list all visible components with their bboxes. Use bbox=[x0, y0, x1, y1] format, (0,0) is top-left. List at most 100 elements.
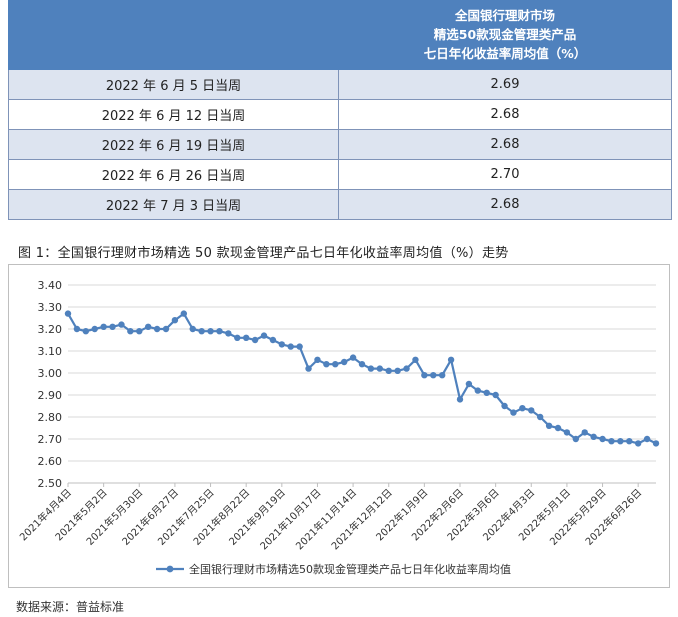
table-row: 2022 年 6 月 12 日当周 2.68 bbox=[8, 99, 672, 130]
data-point bbox=[545, 422, 553, 429]
data-point bbox=[216, 328, 223, 335]
y-tick-label: 2.60 bbox=[38, 455, 63, 468]
data-point bbox=[634, 440, 642, 447]
table-cell-week: 2022 年 6 月 12 日当周 bbox=[8, 99, 339, 130]
legend-label: 全国银行理财市场精选50款现金管理类产品七日年化收益率周均值 bbox=[189, 562, 511, 576]
x-tick-label: 2021年12月12日 bbox=[328, 486, 394, 552]
data-point bbox=[296, 343, 303, 350]
weekly-yield-table: 全国银行理财市场 精选50款现金管理类产品 七日年化收益率周均值（%） 2022… bbox=[8, 0, 672, 220]
data-point bbox=[91, 325, 98, 333]
data-point bbox=[519, 405, 526, 412]
data-point bbox=[100, 323, 107, 330]
y-tick-label: 3.00 bbox=[38, 367, 63, 380]
legend-marker bbox=[166, 565, 174, 573]
data-point bbox=[287, 343, 294, 350]
table-header-line: 全国银行理财市场 bbox=[454, 7, 555, 23]
table-cell-value: 2.68 bbox=[338, 129, 672, 160]
data-point bbox=[332, 361, 339, 368]
data-point bbox=[153, 325, 161, 333]
data-point bbox=[474, 387, 482, 394]
data-point bbox=[171, 317, 179, 324]
data-point bbox=[652, 440, 660, 447]
data-point bbox=[465, 380, 473, 388]
data-point bbox=[234, 334, 241, 341]
yield-table-block: 全国银行理财市场 精选50款现金管理类产品 七日年化收益率周均值（%） 2022… bbox=[8, 0, 672, 220]
table-row: 2022 年 6 月 19 日当周 2.68 bbox=[8, 129, 672, 160]
data-point bbox=[492, 391, 499, 399]
data-point bbox=[626, 438, 633, 445]
data-point bbox=[162, 325, 170, 333]
data-point bbox=[278, 341, 286, 348]
data-point bbox=[109, 323, 116, 330]
table-header-line: 七日年化收益率周均值（%） bbox=[423, 45, 587, 61]
data-point bbox=[385, 367, 392, 374]
data-point bbox=[599, 435, 606, 443]
data-point bbox=[189, 325, 196, 333]
data-point bbox=[367, 365, 375, 372]
table-header-line: 精选50款现金管理类产品 bbox=[433, 26, 577, 42]
y-tick-label: 3.40 bbox=[38, 279, 63, 292]
data-point bbox=[510, 409, 517, 416]
y-tick-label: 3.10 bbox=[38, 345, 63, 358]
data-point bbox=[376, 365, 384, 372]
data-point bbox=[590, 433, 597, 440]
y-tick-label: 3.30 bbox=[38, 301, 63, 314]
data-point bbox=[82, 328, 90, 335]
data-point bbox=[242, 334, 250, 341]
data-point bbox=[394, 367, 401, 374]
table-row: 2022 年 7 月 3 日当周 2.68 bbox=[8, 189, 672, 220]
source-note: 数据来源：普益标准 bbox=[16, 600, 125, 614]
data-point bbox=[528, 407, 535, 414]
x-tick-label: 2021年11月14日 bbox=[293, 486, 359, 552]
data-point bbox=[180, 310, 188, 317]
data-point bbox=[536, 413, 544, 421]
data-point bbox=[421, 372, 428, 379]
table-row: 2022 年 6 月 5 日当周 2.69 bbox=[8, 69, 672, 100]
data-point bbox=[198, 328, 205, 335]
data-point bbox=[340, 358, 348, 366]
data-point bbox=[225, 330, 232, 337]
figure-title: 图 1：全国银行理财市场精选 50 款现金管理产品七日年化收益率周均值（%）走势 bbox=[18, 246, 509, 261]
y-tick-label: 2.70 bbox=[38, 433, 63, 446]
data-point bbox=[581, 429, 588, 436]
series-line bbox=[67, 312, 657, 445]
data-point bbox=[358, 361, 366, 368]
data-point bbox=[554, 424, 562, 432]
data-point bbox=[251, 336, 259, 344]
table-cell-value: 2.70 bbox=[338, 159, 672, 190]
data-point bbox=[430, 372, 437, 379]
table-cell-value: 2.68 bbox=[338, 99, 672, 130]
data-point bbox=[456, 396, 464, 403]
x-tick-label: 2021年10月17日 bbox=[257, 486, 323, 552]
y-tick-label: 2.50 bbox=[38, 477, 63, 490]
data-point bbox=[314, 356, 321, 363]
data-point bbox=[447, 356, 455, 363]
data-point bbox=[403, 365, 410, 372]
data-point bbox=[617, 438, 624, 445]
data-point bbox=[643, 435, 651, 443]
data-point bbox=[501, 402, 508, 410]
yield-line-chart: 2.50 2.60 2.70 2.80 2.90 3.00 3.10 3.20 3.30 3.40… bbox=[17, 279, 660, 576]
table-cell-week: 2022 年 6 月 26 日当周 bbox=[8, 159, 339, 190]
y-tick-label: 2.90 bbox=[38, 389, 63, 402]
table-cell-value: 2.68 bbox=[338, 189, 672, 220]
y-tick-label: 2.80 bbox=[38, 411, 63, 424]
data-point bbox=[563, 429, 571, 436]
table-header-yield: 全国银行理财市场 精选50款现金管理类产品 七日年化收益率周均值（%） bbox=[338, 0, 672, 70]
data-point bbox=[144, 323, 152, 330]
data-point bbox=[412, 356, 419, 363]
table-row: 2022 年 6 月 26 日当周 2.70 bbox=[8, 159, 672, 190]
data-point bbox=[136, 328, 143, 335]
chart-frame bbox=[8, 264, 670, 588]
table-cell-week: 2022 年 7 月 3 日当周 bbox=[8, 189, 339, 220]
data-point bbox=[207, 328, 214, 335]
table-header-blank bbox=[8, 0, 339, 70]
data-point bbox=[572, 435, 580, 443]
data-point bbox=[260, 332, 268, 339]
table-cell-week: 2022 年 6 月 19 日当周 bbox=[8, 129, 339, 160]
data-point bbox=[118, 321, 125, 328]
data-point bbox=[269, 336, 277, 344]
data-point bbox=[438, 372, 446, 379]
data-point bbox=[323, 361, 330, 368]
data-point bbox=[127, 328, 134, 335]
